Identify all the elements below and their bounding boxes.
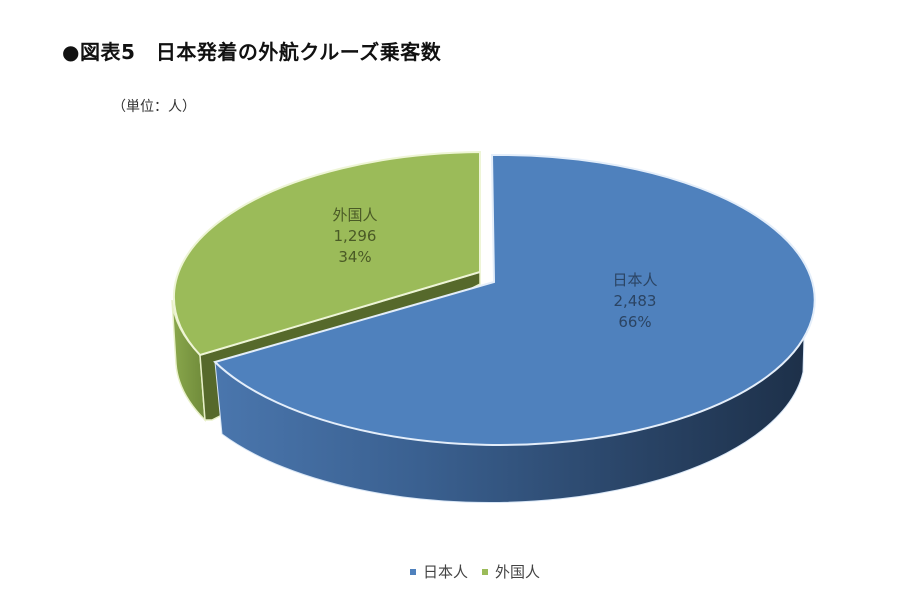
data-label-japanese-percent: 66%: [618, 313, 652, 331]
legend-swatch-foreign: [482, 568, 489, 575]
legend-item-japanese[interactable]: 日本人: [410, 561, 468, 582]
data-label-foreign-percent: 34%: [338, 248, 372, 266]
chart-title: ●図表5 日本発着の外航クルーズ乗客数: [62, 40, 442, 64]
data-label-foreign-name: 外国人: [332, 206, 378, 224]
unit-label: （単位：人）: [112, 99, 196, 115]
legend-label-japanese: 日本人: [423, 563, 469, 581]
data-label-japanese-name: 日本人: [612, 271, 658, 289]
legend-swatch-japanese: [410, 568, 416, 575]
data-label-japanese-value: 2,483: [613, 292, 657, 310]
data-label-foreign-value: 1,296: [333, 227, 377, 245]
legend-item-foreign[interactable]: 外国人: [482, 561, 540, 582]
data-label-foreign: 外国人 1,296 34%: [300, 205, 410, 268]
legend-label-foreign: 外国人: [495, 563, 541, 581]
legend: 日本人 外国人: [410, 561, 554, 582]
pie-slice-japanese[interactable]: [213, 153, 816, 503]
data-label-japanese: 日本人 2,483 66%: [570, 270, 700, 333]
